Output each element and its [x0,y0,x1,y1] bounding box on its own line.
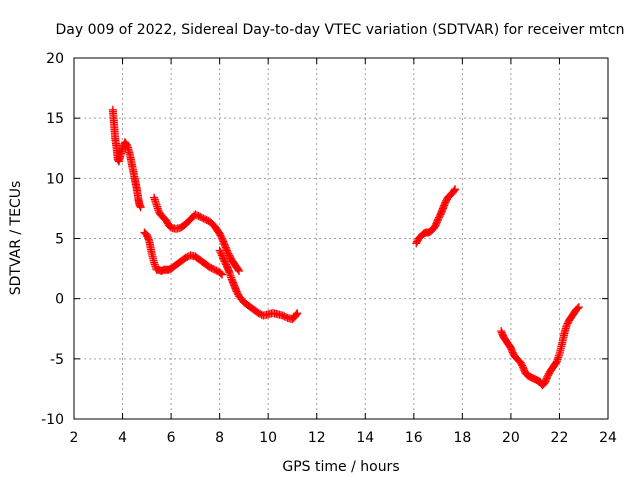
data-point [292,310,301,319]
grid [74,58,608,419]
data-point [450,186,459,195]
data-point [451,185,460,194]
x-tick-label: 16 [405,430,423,446]
data-point [136,203,145,212]
y-tick-label: 5 [55,232,64,248]
x-tick-label: 18 [453,430,471,446]
x-tick-label: 14 [356,430,374,446]
y-tick-label: 20 [46,51,64,67]
y-tick-label: -5 [50,352,64,368]
series-seg-c [150,193,244,275]
y-axis-label: SDTVAR / TECUs [8,181,24,296]
series-seg-d [215,246,302,324]
y-tick-label: 15 [46,111,64,127]
y-tick-label: 0 [55,292,64,308]
series-seg-e [412,185,460,248]
x-axis-label: GPS time / hours [282,459,399,475]
data-point [218,270,227,279]
data-point [573,304,582,313]
series-seg-a [108,105,145,212]
data-point [216,269,225,278]
series-seg-f [497,303,583,390]
x-tick-label: 12 [308,430,326,446]
data-point [293,309,302,318]
x-tick-label: 22 [551,430,569,446]
data-point [235,266,244,275]
data-point [234,265,243,274]
x-tick-label: 10 [259,430,277,446]
x-tick-label: 6 [167,430,176,446]
x-tick-label: 24 [599,430,617,446]
x-tick-label: 2 [70,430,79,446]
series-seg-b [140,228,227,279]
y-tick-label: -10 [41,412,64,428]
chart-title: Day 009 of 2022, Sidereal Day-to-day VTE… [56,22,625,38]
data-points [108,105,583,390]
x-tick-label: 8 [215,430,224,446]
y-tick-label: 10 [46,171,64,187]
x-tick-label: 4 [118,430,127,446]
data-point [574,303,583,312]
x-tick-label: 20 [502,430,520,446]
